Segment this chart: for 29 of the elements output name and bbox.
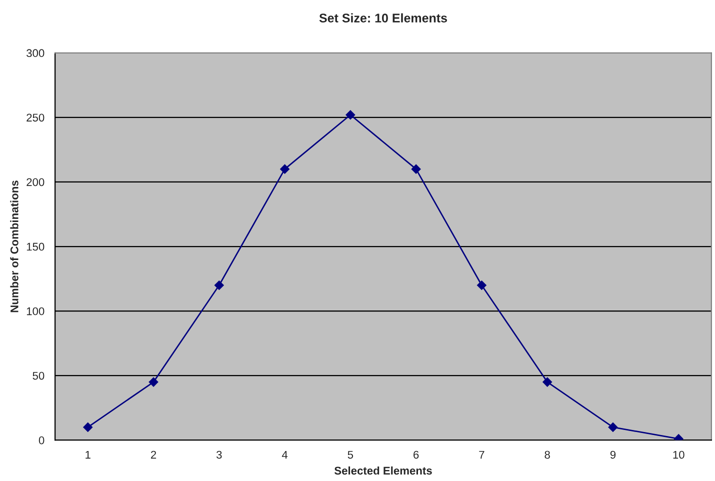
point xyxy=(477,280,486,290)
chart-title: Set Size: 10 Elements xyxy=(319,13,447,22)
x-tick-label: 5 xyxy=(348,450,354,459)
y-tick-label: 0 xyxy=(38,436,44,444)
x-tick-label: 2 xyxy=(150,450,156,459)
point xyxy=(411,164,421,174)
y-tick-label: 150 xyxy=(26,242,44,251)
y-tick-label: 200 xyxy=(26,178,44,186)
x-axis-title: Selected Elements xyxy=(334,466,432,475)
y-tick-label: 50 xyxy=(32,372,44,380)
y-tick-label: 100 xyxy=(26,307,44,316)
x-tick-label: 10 xyxy=(673,450,684,459)
x-tick-label: 9 xyxy=(610,450,616,459)
y-axis-title: Number of Combinations xyxy=(10,180,18,312)
x-tick-label: 8 xyxy=(544,450,550,459)
point xyxy=(608,422,618,432)
point xyxy=(280,164,290,174)
point xyxy=(214,280,224,290)
x-tick-label: 6 xyxy=(414,450,419,459)
point xyxy=(148,377,158,387)
point xyxy=(83,422,92,432)
x-tick-label: 7 xyxy=(479,450,484,459)
point xyxy=(346,110,356,120)
y-tick-label: 250 xyxy=(26,114,44,122)
x-tick-label: 1 xyxy=(86,450,90,459)
point xyxy=(542,377,552,387)
y-tick-label: 300 xyxy=(26,49,44,58)
x-tick-label: 4 xyxy=(282,450,288,459)
x-tick-label: 3 xyxy=(216,450,222,459)
